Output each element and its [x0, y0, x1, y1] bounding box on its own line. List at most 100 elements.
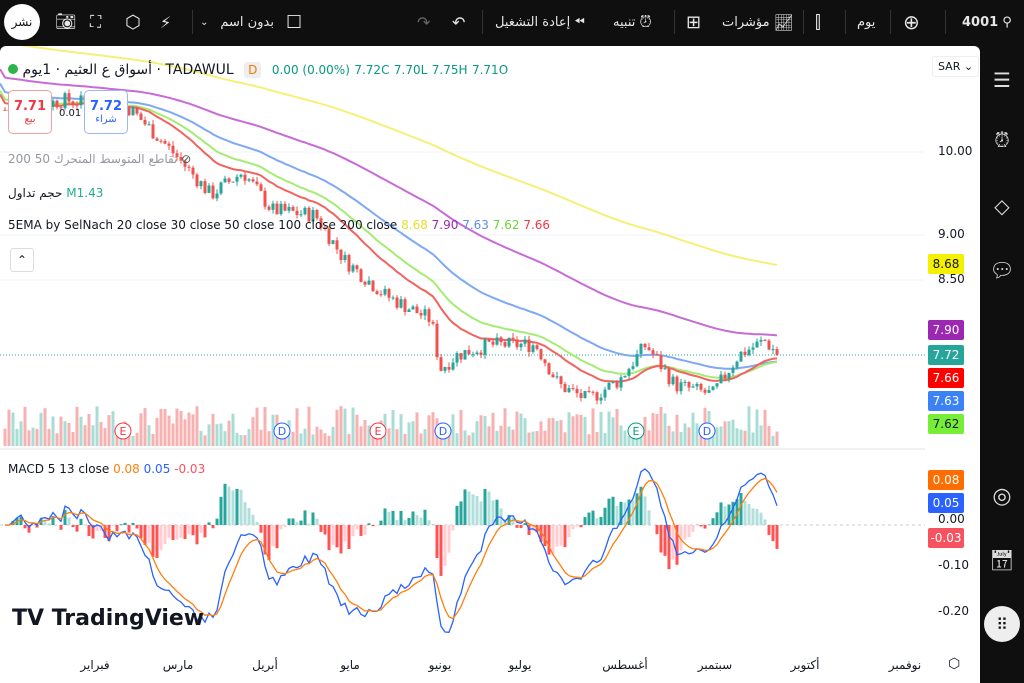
templates-icon[interactable]: ⊞: [686, 11, 702, 33]
candle-body: [675, 376, 679, 392]
macd-histogram-bar: [455, 505, 459, 525]
time-axis-label: يونيو: [428, 658, 452, 672]
ema-legend[interactable]: 5EMA by SelNach 20 close 30 close 50 clo…: [8, 218, 550, 232]
symbol-search[interactable]: 4001 ⚲: [962, 0, 1012, 44]
quick-search-icon[interactable]: ⚡︎: [160, 12, 172, 32]
candle-body: [767, 340, 771, 350]
candle-body: [215, 193, 219, 199]
alerts-icon[interactable]: ⏰︎: [994, 128, 1010, 152]
redo-icon[interactable]: ↷: [417, 12, 431, 32]
volume-bar: [39, 412, 43, 446]
tradingview-logo[interactable]: 𝗧𝗩 TradingView: [12, 606, 204, 631]
chart-canvas[interactable]: E D E D E D: [0, 46, 980, 683]
currency-select[interactable]: SAR ⌄: [932, 56, 980, 77]
candle-body: [319, 218, 323, 228]
chat-icon[interactable]: 💬︎: [989, 258, 1015, 282]
alert-button[interactable]: تنبيه ⏰︎: [613, 0, 652, 44]
volume-bar: [423, 429, 427, 446]
macd-histogram-bar: [635, 493, 639, 525]
candle-body: [443, 367, 447, 371]
macd-histogram-bar: [119, 524, 123, 525]
candle-body: [639, 343, 643, 355]
macd-histogram-bar: [567, 525, 571, 538]
layout-button[interactable]: ⌄ بدون اسم ☐: [200, 0, 302, 44]
volume-bar: [155, 417, 159, 446]
candle-body: [403, 299, 407, 313]
volume-bar: [579, 414, 583, 446]
volume-bar: [723, 421, 727, 446]
price-label: 7.90: [928, 320, 964, 340]
ema100-value: 7.90: [431, 218, 459, 232]
volume-bar: [19, 421, 23, 446]
candle-body: [395, 297, 399, 308]
macd-histogram-bar: [747, 504, 751, 525]
interval-button[interactable]: يوم: [857, 14, 876, 30]
volume-bar: [411, 421, 415, 446]
macd-histogram-bar: [423, 509, 427, 525]
macd-histogram-bar: [63, 509, 67, 525]
macd-histogram-bar: [611, 496, 615, 525]
collapse-legend-button[interactable]: ⌃: [10, 248, 34, 272]
candle-body: [439, 357, 443, 371]
chart-area[interactable]: E D E D E D أسواق ع العثيم · 1يوم · TADAWUL D…: [0, 46, 980, 683]
layers-icon[interactable]: ◇: [994, 194, 1010, 218]
volume-bar: [23, 406, 27, 446]
candle-body: [247, 179, 251, 181]
volume-bar: [731, 419, 735, 446]
macd-histogram-bar: [563, 525, 567, 548]
more-apps-icon[interactable]: ⠿: [984, 606, 1020, 642]
hidden-icon[interactable]: ⊘: [181, 152, 192, 166]
macd-histogram-bar: [319, 525, 323, 532]
add-symbol-icon[interactable]: ⊕: [903, 10, 920, 34]
macd-legend[interactable]: MACD 5 13 close 0.08 0.05 -0.03: [8, 462, 205, 476]
volume-bar: [99, 421, 103, 446]
axis-settings-icon[interactable]: ⬡: [948, 656, 961, 672]
calendar-icon[interactable]: 📅︎: [989, 548, 1015, 572]
volume-bar: [587, 434, 591, 446]
spread: 0.01: [59, 108, 82, 119]
indicators-button[interactable]: مؤشرات 📈︎: [722, 0, 794, 44]
settings-icon[interactable]: ⬡: [125, 11, 141, 33]
price-tick: 8.50: [938, 272, 965, 286]
fullscreen-icon[interactable]: ⛶: [90, 12, 102, 31]
macd-histogram-bar: [427, 520, 431, 525]
candle-body: [279, 203, 283, 215]
volume-bar: [695, 423, 699, 446]
volume-legend[interactable]: حجم تداول M1.43: [8, 186, 103, 200]
replay-button[interactable]: إعادة التشغيل ⏪︎: [495, 0, 585, 44]
undo-icon[interactable]: ↶: [452, 12, 466, 32]
candle-body: [383, 288, 387, 295]
candle-body: [75, 104, 79, 106]
macd-histogram-bar: [179, 525, 183, 538]
symbol-legend[interactable]: أسواق ع العثيم · 1يوم · TADAWUL D 0.00 (…: [8, 62, 508, 78]
volume-bar: [575, 414, 579, 446]
candles-icon[interactable]: ⫿: [815, 11, 821, 33]
candle-body: [567, 388, 571, 393]
volume-bar: [163, 409, 167, 446]
publish-button[interactable]: نشر: [4, 4, 40, 40]
watchlist-icon[interactable]: ☰: [993, 68, 1011, 92]
ema200-line: [21, 46, 778, 267]
price-tick: 9.00: [938, 227, 965, 241]
volume-bar: [327, 435, 331, 446]
candle-body: [423, 309, 427, 316]
macd-histogram-bar: [495, 499, 499, 525]
buy-button[interactable]: 7.72 شراء: [84, 90, 128, 134]
macd-histogram-bar: [351, 525, 355, 537]
macd-histogram-bar: [547, 525, 551, 555]
hotlists-icon[interactable]: ◎: [992, 483, 1012, 509]
candle-body: [299, 214, 303, 216]
volume-bar: [507, 426, 511, 446]
candle-body: [763, 339, 767, 341]
volume-bar: [699, 430, 703, 446]
macd-histogram-bar: [571, 525, 575, 530]
camera-icon[interactable]: 📷︎: [55, 12, 77, 32]
macd-histogram-bar: [203, 525, 207, 538]
volume-bar: [715, 427, 719, 446]
volume-bar: [131, 435, 135, 446]
volume-bar: [687, 427, 691, 446]
ma-cross-legend[interactable]: تقاطع المتوسط المتحرك 50 200 ⊘: [8, 152, 191, 166]
sell-button[interactable]: 7.71 بيع: [8, 90, 52, 134]
time-axis-label: يوليو: [508, 658, 532, 672]
macd-histogram-bar: [647, 510, 651, 525]
